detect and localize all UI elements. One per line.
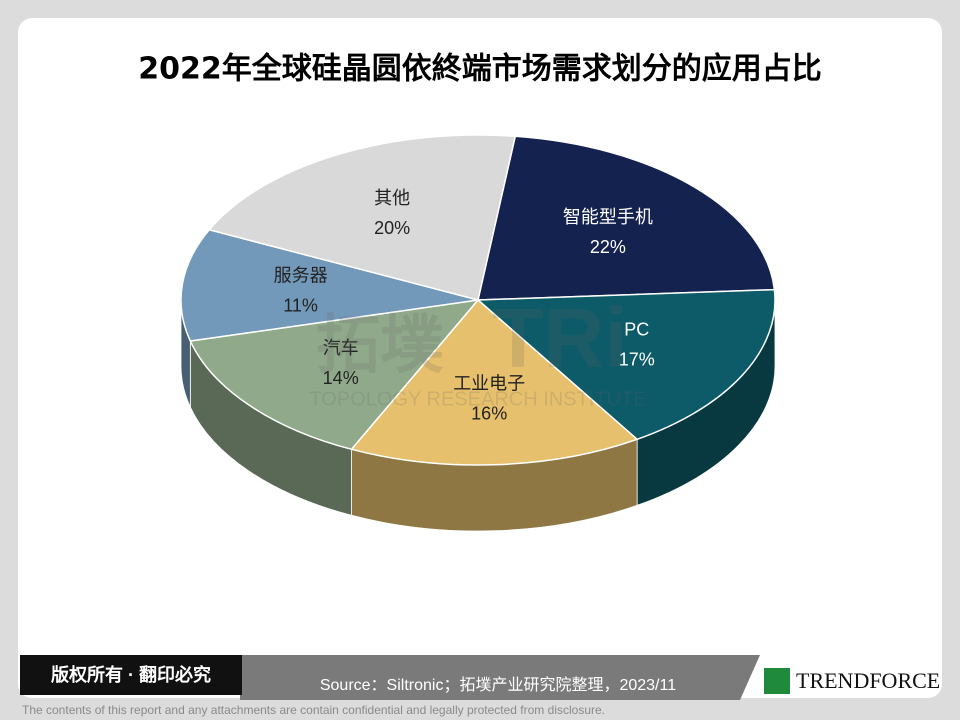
slice [207,134,517,301]
slice [350,298,639,466]
slice [476,288,776,441]
value-label: 17% [619,350,655,370]
copyright: 版权所有 · 翻印必究 [51,664,211,685]
slice-label: 服务器 [274,265,328,285]
chart-title: 2022年全球硅晶圆依終端市场需求划分的应用占比 [138,52,822,87]
pie-tops [180,134,776,466]
slice-label: 工业电子 [453,374,525,394]
watermark: 拓墣 TRi TOPOLOGY RESEARCH INSTITUTE [309,291,646,410]
watermark-name: TOPOLOGY RESEARCH INSTITUTE [309,388,646,410]
source: Source：Siltronic；拓墣产业研究院整理，2023/11 [320,676,676,694]
slice-label: 汽车 [323,338,359,358]
value-label: 16% [471,404,507,424]
logo: TRENDFORCE [796,668,940,693]
logo-icon [764,668,790,694]
watermark-mark: 拓墣 [316,309,444,381]
disclaimer: The contents of this report and any atta… [22,703,605,717]
slice-label: 其他 [374,188,410,208]
value-label: 14% [323,368,359,388]
source-bar [240,655,760,700]
pie-labels: 智能型手机 22% PC 17% 工业电子 16% 汽车 14% 服务器 11% 其他 20% [274,188,655,424]
value-label: 22% [590,237,626,257]
copyright-box [20,655,242,695]
slice [477,135,776,301]
value-label: 20% [374,218,410,238]
slice-label: 智能型手机 [563,207,653,227]
value-label: 11% [283,295,318,315]
slice [189,298,480,451]
slice-label: PC [624,320,649,340]
watermark-logo: TRi [492,291,627,385]
pie: 智能型手机 22% PC 17% 工业电子 16% 汽车 14% 服务器 11% 其他 20% [180,134,776,532]
slice [180,228,479,342]
